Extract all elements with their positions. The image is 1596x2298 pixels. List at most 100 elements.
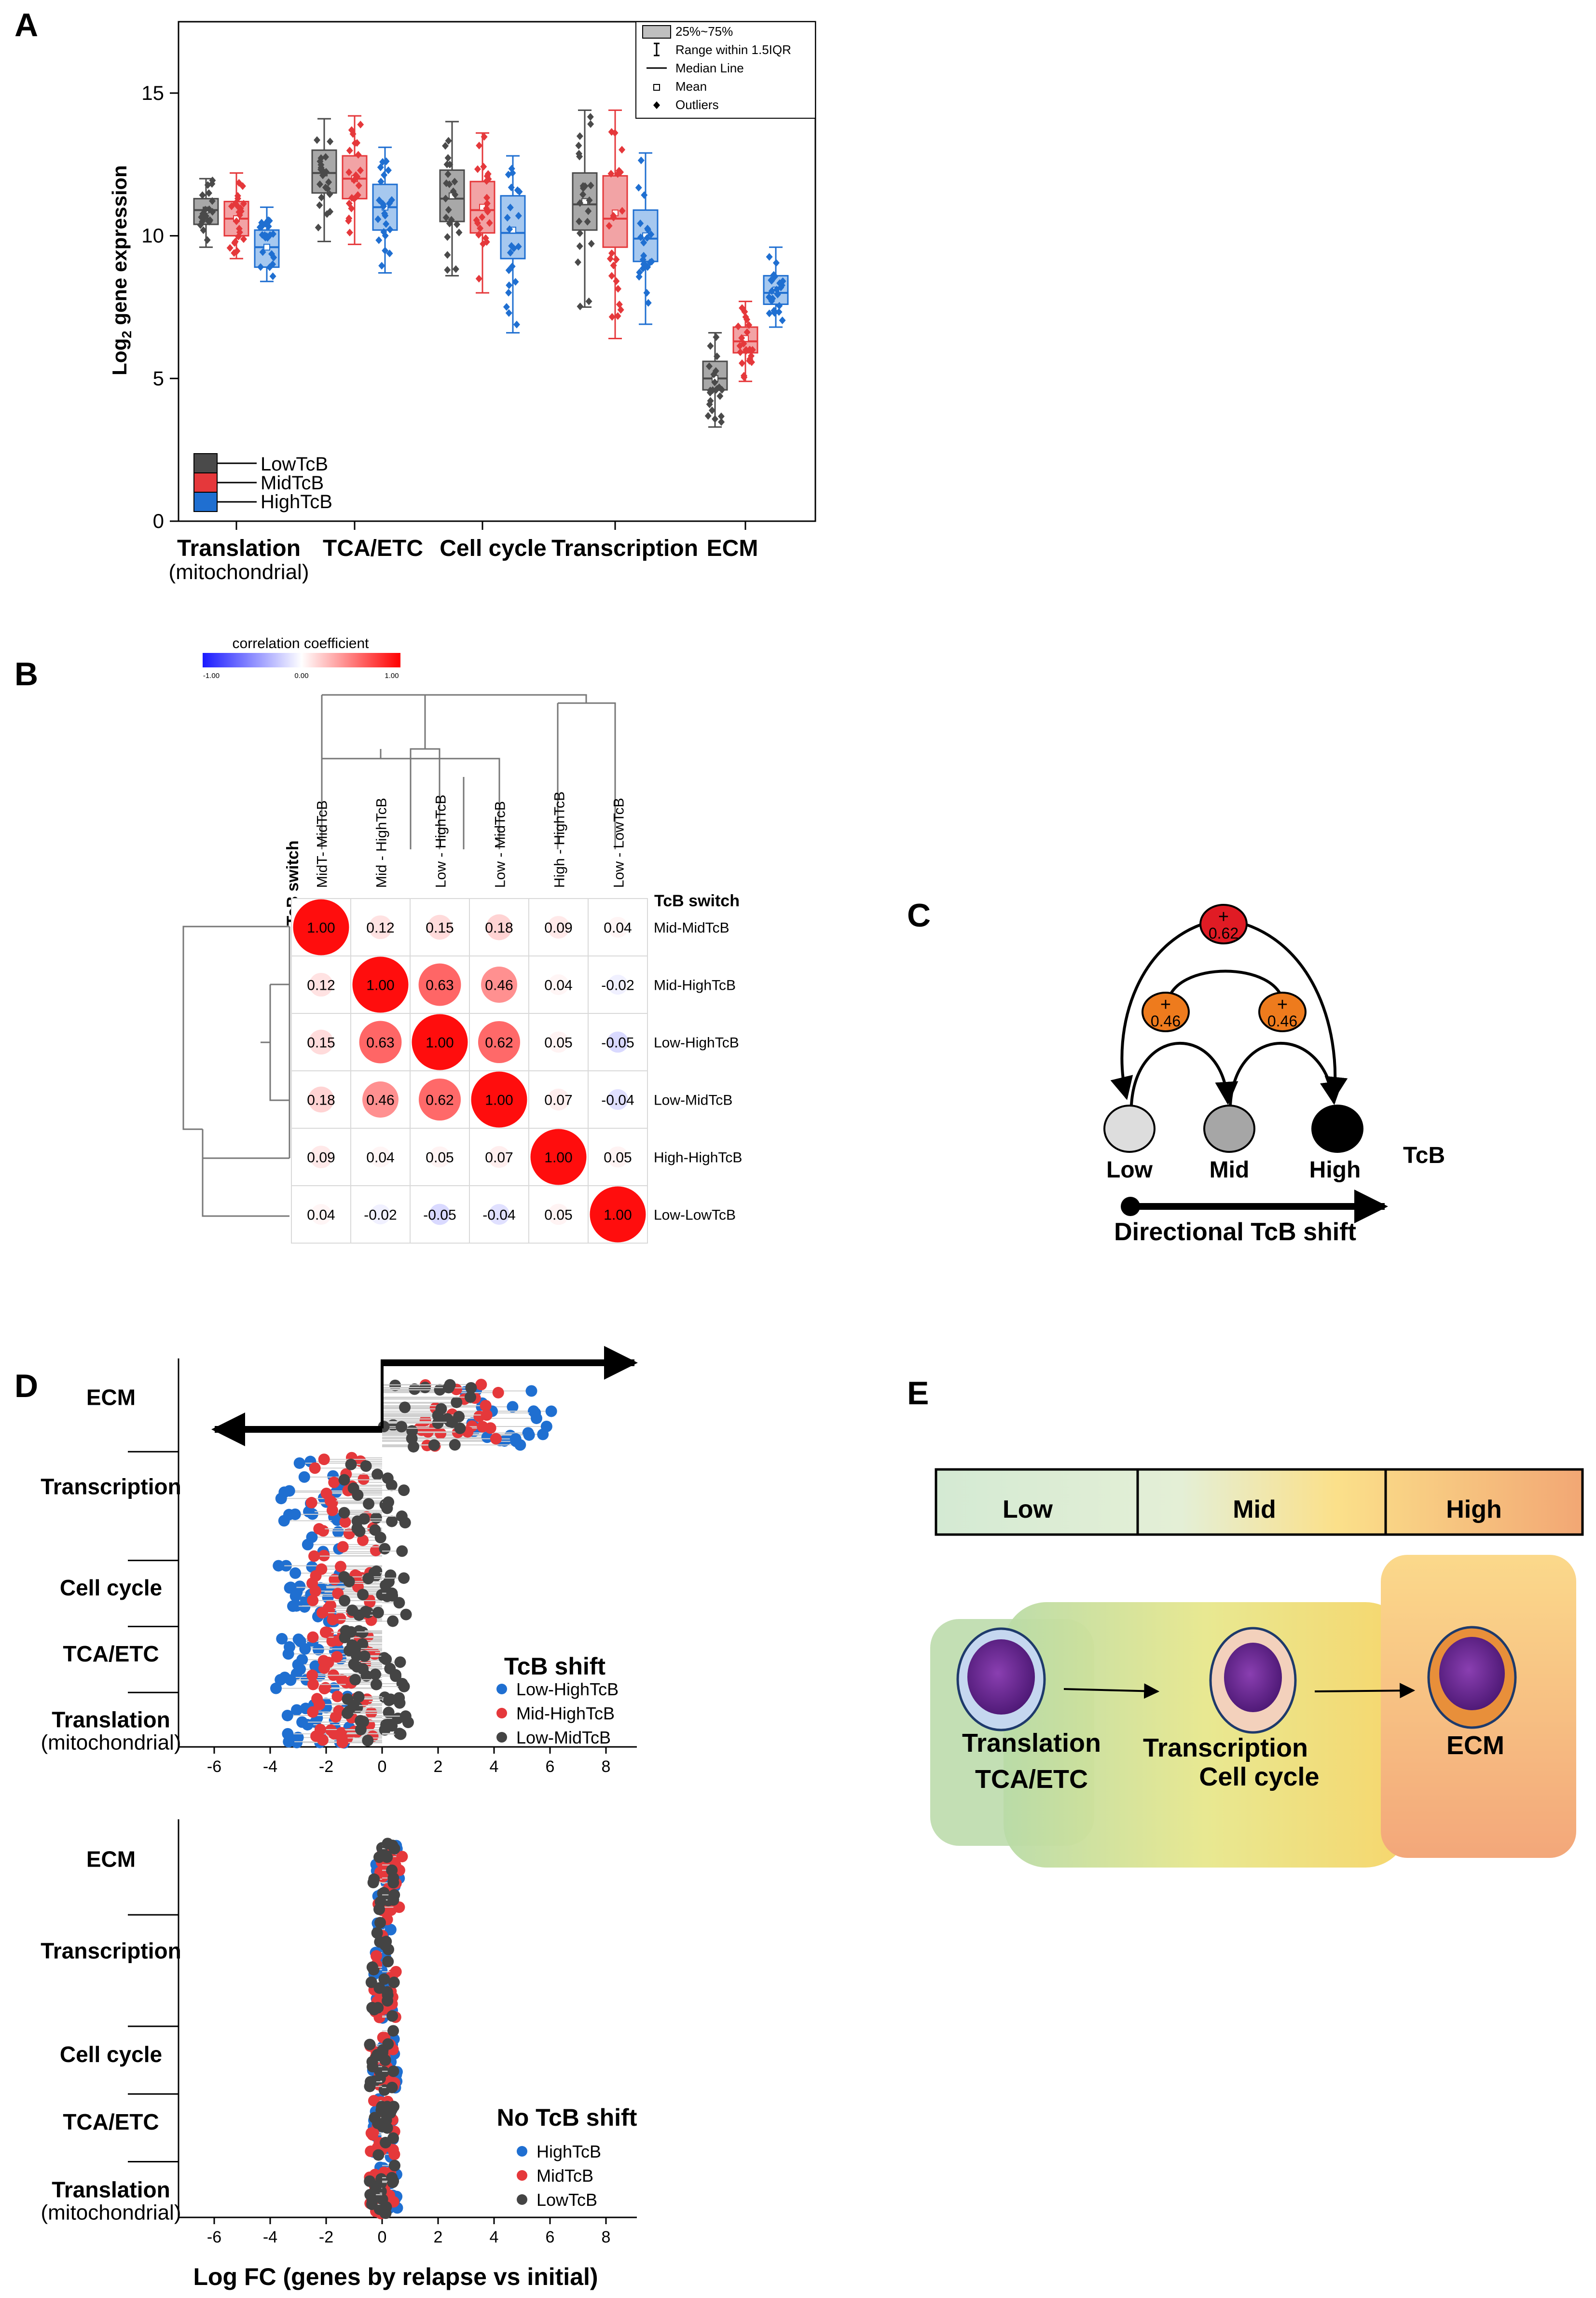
data-point bbox=[579, 184, 587, 192]
data-point bbox=[374, 1532, 386, 1544]
data-point bbox=[444, 154, 452, 162]
data-point bbox=[370, 1512, 382, 1524]
data-point bbox=[289, 1509, 301, 1521]
x-tick-label: -4 bbox=[263, 1758, 277, 1776]
data-point bbox=[240, 235, 247, 243]
category-label: TCA/ETC bbox=[63, 1641, 159, 1666]
column-label: Low - LowTcB bbox=[611, 798, 627, 888]
data-point bbox=[258, 222, 265, 230]
row-label: Low-LowTcB bbox=[654, 1207, 736, 1223]
data-point bbox=[371, 1468, 384, 1481]
correlation-circle bbox=[548, 1031, 569, 1053]
scale-title: correlation coefficient bbox=[233, 636, 370, 651]
correlation-circle bbox=[548, 974, 569, 996]
data-point bbox=[259, 231, 266, 239]
data-point bbox=[483, 238, 490, 246]
data-point bbox=[278, 1515, 290, 1527]
x-tick-label: 8 bbox=[602, 1758, 611, 1776]
data-point bbox=[714, 352, 721, 360]
x-tick-label: 4 bbox=[490, 1758, 499, 1776]
data-point bbox=[444, 251, 451, 259]
data-point bbox=[508, 242, 515, 250]
data-point bbox=[374, 1896, 386, 1908]
correlation-circle bbox=[478, 1021, 521, 1064]
data-point bbox=[317, 154, 325, 162]
data-point bbox=[396, 1851, 408, 1863]
node-left-value: 0.46 bbox=[1151, 1012, 1181, 1030]
data-point bbox=[347, 1700, 359, 1712]
correlation-value: 0.62 bbox=[485, 1035, 513, 1051]
correlation-value: 0.07 bbox=[485, 1150, 513, 1166]
data-point bbox=[379, 2104, 391, 2116]
data-point bbox=[373, 1982, 385, 1994]
data-point bbox=[294, 1580, 306, 1592]
data-point bbox=[635, 183, 642, 192]
data-point bbox=[358, 1716, 370, 1728]
legend-midtcb-dot-label: MidTcB bbox=[537, 2166, 593, 2186]
data-point bbox=[206, 216, 214, 224]
data-point bbox=[446, 1416, 458, 1428]
legend-lowtcb-label: LowTcB bbox=[261, 454, 328, 475]
node-right-plus: + bbox=[1277, 995, 1288, 1015]
data-point bbox=[396, 1510, 408, 1523]
data-point bbox=[434, 1384, 446, 1396]
column-label: MidT- MidTcB bbox=[315, 800, 330, 888]
x-tick-label: -6 bbox=[207, 1758, 221, 1776]
data-point bbox=[515, 212, 522, 220]
correlation-value: 0.05 bbox=[544, 1207, 572, 1223]
data-point bbox=[371, 1927, 383, 1939]
correlation-circle bbox=[607, 916, 629, 938]
x-tick-label: 6 bbox=[546, 2228, 555, 2246]
data-point bbox=[716, 392, 724, 400]
data-point bbox=[372, 1606, 384, 1619]
data-point bbox=[240, 200, 247, 208]
node-left bbox=[1142, 992, 1190, 1032]
correlation-value: 0.12 bbox=[307, 978, 335, 994]
row-label: Low-MidTcB bbox=[654, 1093, 732, 1108]
data-point bbox=[508, 183, 515, 192]
data-point bbox=[396, 1545, 408, 1557]
data-point bbox=[481, 133, 488, 141]
data-point bbox=[717, 412, 725, 420]
data-point bbox=[232, 237, 239, 246]
data-point bbox=[772, 259, 780, 267]
category-label: Cell cycle bbox=[440, 536, 546, 561]
node-top-value: 0.62 bbox=[1209, 925, 1238, 942]
heatmap-row-labels: Mid-MidTcB Mid-HighTcB Low-HighTcB Low-MidT… bbox=[654, 920, 742, 1223]
data-point bbox=[613, 255, 620, 263]
panel-c-letter: C bbox=[907, 897, 931, 934]
correlation-value: 0.63 bbox=[426, 978, 454, 994]
box-MidTcB-TCA/ETC bbox=[342, 115, 368, 245]
data-point bbox=[739, 304, 746, 312]
stage-mid-background bbox=[1004, 1602, 1409, 1868]
correlation-circle bbox=[488, 1204, 510, 1225]
data-point bbox=[374, 215, 382, 223]
data-point bbox=[336, 1732, 348, 1744]
data-point bbox=[745, 321, 753, 329]
legend-mid-high-label: Mid-HighTcB bbox=[516, 1703, 615, 1723]
data-point bbox=[378, 1887, 390, 1899]
heatmap-header-right: TcB switch bbox=[654, 892, 740, 910]
data-point bbox=[637, 233, 644, 241]
data-point bbox=[390, 1670, 402, 1682]
data-point bbox=[576, 132, 583, 140]
panel-a-letter: A bbox=[14, 7, 38, 43]
nucleus-mid bbox=[1224, 1643, 1282, 1712]
data-point bbox=[316, 201, 323, 209]
data-point bbox=[205, 189, 212, 197]
data-point bbox=[481, 1431, 493, 1443]
data-point bbox=[364, 2080, 376, 2092]
data-point bbox=[608, 272, 615, 280]
data-point bbox=[382, 247, 389, 255]
data-point bbox=[306, 1531, 318, 1543]
correlation-circle bbox=[548, 1204, 569, 1225]
box-LowTcB-TCA/ETC bbox=[311, 118, 337, 242]
correlation-circle bbox=[488, 1146, 510, 1168]
data-point bbox=[380, 1850, 392, 1862]
data-point bbox=[318, 1454, 330, 1466]
data-point bbox=[446, 160, 454, 168]
panel-c: C + 0.62 + 0.46 + 0.46 Low Mid High TcB … bbox=[907, 897, 1445, 1246]
data-point bbox=[492, 1386, 504, 1398]
stage-arrow-1 bbox=[1063, 1683, 1160, 1699]
